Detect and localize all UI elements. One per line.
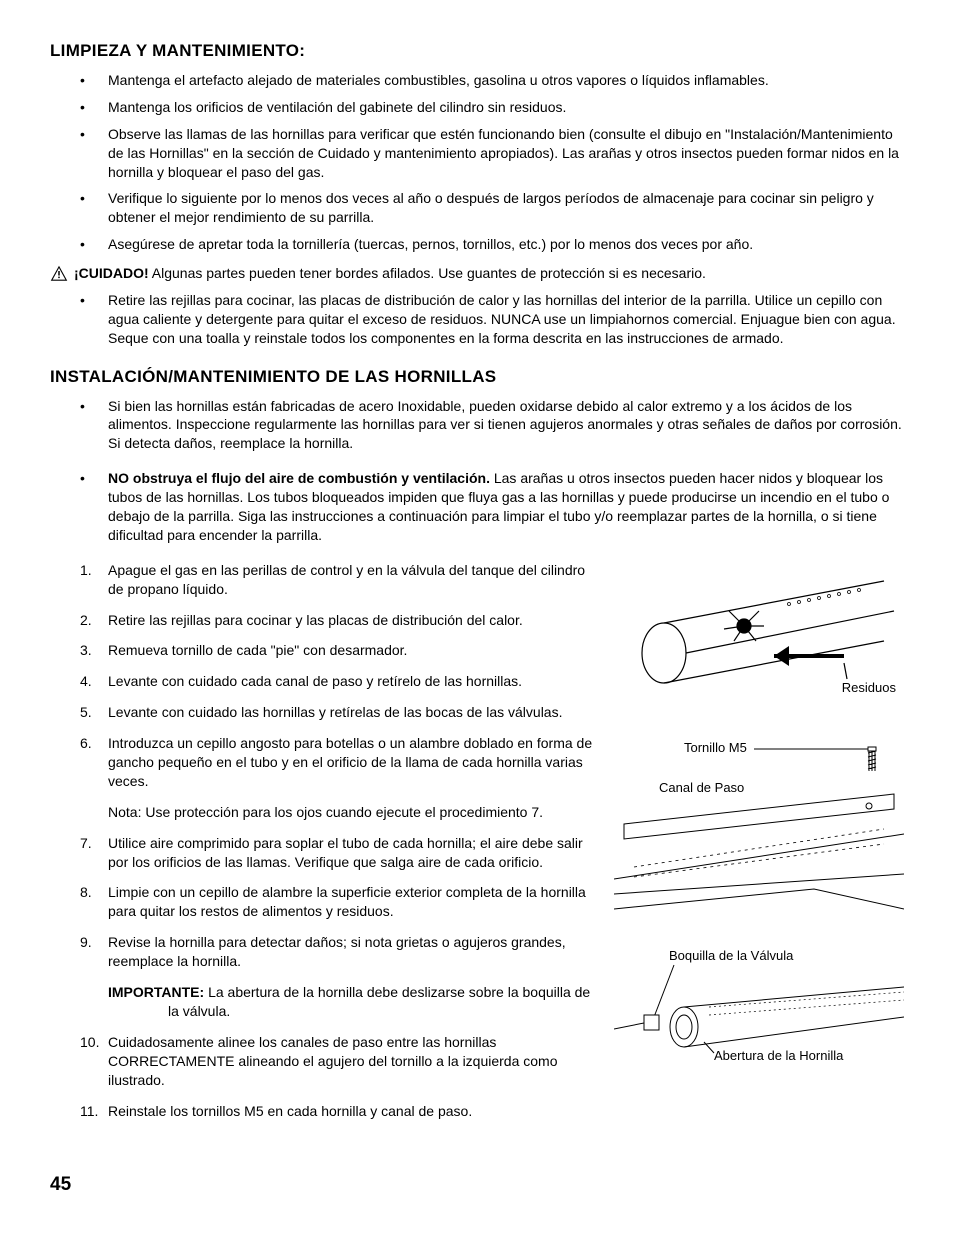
debris-illustration bbox=[614, 561, 904, 721]
step-item: Reinstale los tornillos M5 en cada horni… bbox=[80, 1102, 594, 1121]
section2-intro-bullets: Si bien las hornillas están fabricadas d… bbox=[50, 397, 904, 545]
intro-bullet-text: Si bien las hornillas están fabricadas d… bbox=[108, 398, 902, 452]
important-text: IMPORTANTE: La abertura de la hornilla d… bbox=[108, 983, 594, 1021]
warning-bold: ¡CUIDADO! bbox=[74, 265, 149, 281]
step-item: Introduzca un cepillo angosto para botel… bbox=[80, 734, 594, 791]
steps-list-b: Utilice aire comprimido para soplar el t… bbox=[50, 834, 594, 971]
step-item: Cuidadosamente alinee los canales de pas… bbox=[80, 1033, 594, 1090]
warning-icon bbox=[50, 265, 68, 282]
warning-text: ¡CUIDADO! Algunas partes pueden tener bo… bbox=[74, 264, 706, 283]
step-item: Levante con cuidado cada canal de paso y… bbox=[80, 672, 594, 691]
important-bold: IMPORTANTE: bbox=[108, 984, 204, 1000]
step-item: Remueva tornillo de cada "pie" con desar… bbox=[80, 641, 594, 660]
section1-bullet-list: Mantenga el artefacto alejado de materia… bbox=[50, 71, 904, 254]
step-item: Revise la hornilla para detectar daños; … bbox=[80, 933, 594, 971]
warning-line: ¡CUIDADO! Algunas partes pueden tener bo… bbox=[50, 264, 904, 283]
list-item: Si bien las hornillas están fabricadas d… bbox=[80, 397, 904, 454]
section1-bullet-after-warning: Retire las rejillas para cocinar, las pl… bbox=[50, 291, 904, 348]
list-item: Observe las llamas de las hornillas para… bbox=[80, 125, 904, 182]
steps-column: Apague el gas en las perillas de control… bbox=[50, 561, 594, 1133]
section2-title: INSTALACIÓN/MANTENIMIENTO DE LAS HORNILL… bbox=[50, 366, 904, 389]
fig3-label-nozzle: Boquilla de la Válvula bbox=[669, 947, 793, 965]
important-rest: La abertura de la hornilla debe deslizar… bbox=[168, 984, 590, 1019]
figures-column: Residuos Tornillo M5 Canal de Paso bbox=[614, 561, 904, 1085]
fig2-label-channel: Canal de Paso bbox=[659, 779, 744, 797]
figure-debris: Residuos bbox=[614, 561, 904, 721]
note-text: Nota: Use protección para los ojos cuand… bbox=[108, 803, 594, 822]
list-item: NO obstruya el flujo del aire de combust… bbox=[80, 469, 904, 545]
section1-title: LIMPIEZA Y MANTENIMIENTO: bbox=[50, 40, 904, 63]
steps-list: Apague el gas en las perillas de control… bbox=[50, 561, 594, 791]
channel-illustration bbox=[614, 739, 904, 929]
figure-valve: Boquilla de la Válvula bbox=[614, 947, 904, 1067]
fig3-label-opening: Abertura de la Hornilla bbox=[714, 1047, 843, 1065]
page-number: 45 bbox=[50, 1172, 904, 1198]
figure-channel: Tornillo M5 Canal de Paso bbox=[614, 739, 904, 929]
fig1-label: Residuos bbox=[842, 679, 896, 697]
steps-list-c: Cuidadosamente alinee los canales de pas… bbox=[50, 1033, 594, 1121]
list-item: Verifique lo siguiente por lo menos dos … bbox=[80, 189, 904, 227]
step-item: Apague el gas en las perillas de control… bbox=[80, 561, 594, 599]
list-item: Mantenga el artefacto alejado de materia… bbox=[80, 71, 904, 90]
fig2-label-screw: Tornillo M5 bbox=[684, 739, 747, 757]
list-item: Asegúrese de apretar toda la tornillería… bbox=[80, 235, 904, 254]
step-item: Limpie con un cepillo de alambre la supe… bbox=[80, 883, 594, 921]
intro-bullet-bold: NO obstruya el flujo del aire de combust… bbox=[108, 470, 490, 486]
list-item: Mantenga los orificios de ventilación de… bbox=[80, 98, 904, 117]
step-item: Levante con cuidado las hornillas y retí… bbox=[80, 703, 594, 722]
list-item: Retire las rejillas para cocinar, las pl… bbox=[80, 291, 904, 348]
step-item: Retire las rejillas para cocinar y las p… bbox=[80, 611, 594, 630]
warning-rest: Algunas partes pueden tener bordes afila… bbox=[149, 265, 706, 281]
step-item: Utilice aire comprimido para soplar el t… bbox=[80, 834, 594, 872]
